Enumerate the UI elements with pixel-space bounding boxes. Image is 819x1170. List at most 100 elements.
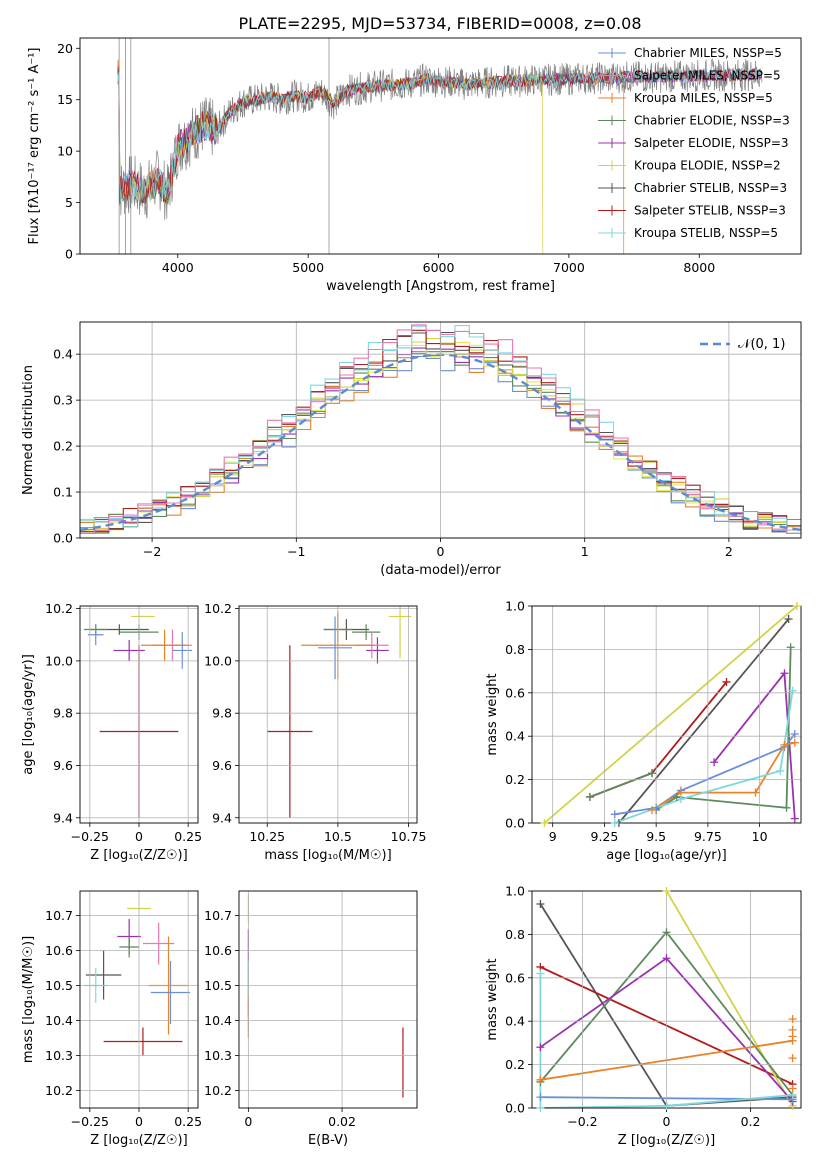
weight-point-marker [790,814,799,823]
y-tick-label: 10.5 [45,978,73,993]
x-axis-label: Z [log₁₀(Z/Z☉)] [618,1133,715,1148]
y-tick-label: 5 [65,195,73,210]
plot-area [117,38,763,254]
y-tick-label: 10 [57,144,73,159]
y-tick-label: 10.7 [45,908,73,923]
weight-point-marker [648,769,657,778]
weight-series-line [539,973,793,1108]
x-tick-label: 10.5 [324,829,352,844]
x-axis-label: mass [log₁₀(M/M☉)] [264,848,391,863]
x-axis-label: age [log₁₀(age/yr)] [606,848,727,863]
x-tick-label: 5000 [292,260,324,275]
plot-area [83,907,191,1056]
x-tick-label: 9 [549,829,557,844]
x-tick-label: 1 [581,544,589,559]
y-tick-label: 10.2 [204,1083,232,1098]
y-tick-label: 10.6 [204,943,232,958]
weight-point-marker [788,1054,797,1063]
legend-label: Chabrier ELODIE, NSSP=3 [634,114,790,128]
x-tick-label: 9.5 [646,829,666,844]
weight-point-marker [788,1084,797,1093]
y-tick-label: 10.3 [204,1048,232,1063]
y-tick-label: 0.6 [505,685,525,700]
panel-mass-vs-EBV: 0 0.02 10.2 10.3 10.4 10.5 10.6 10.7 E(B-V) [204,890,418,1148]
axes-frame [238,605,418,824]
y-tick-label: 0.8 [505,927,525,942]
weight-series-line [618,618,790,823]
weight-point-marker [536,969,545,978]
weight-point-marker [784,615,793,624]
y-tick-label: 0.1 [53,485,73,500]
weight-point-marker [662,887,671,895]
plot-area [247,894,404,1098]
weight-point-marker [540,819,549,827]
y-tick-label: 9.8 [212,706,232,721]
axes-frame [531,605,802,824]
weight-point-marker [780,740,789,749]
weight-series-line [614,690,794,823]
axes-frame [79,890,199,1109]
axes-frame [79,605,199,824]
panel-mass-vs-Z: −0.25 0 0.25 10.2 10.3 10.4 10.5 10.6 10.7 Z [log… [21,890,202,1148]
x-tick-label: −0.25 [71,829,109,844]
weight-point-marker [676,795,685,804]
y-axis-label: Flux [fλ10⁻¹⁷ erg cm⁻² s⁻¹ A⁻¹] [27,48,42,245]
legend-label: Chabrier MILES, NSSP=5 [634,46,782,60]
x-tick-label: 10.75 [391,829,427,844]
weight-point-marker [722,677,731,686]
weight-point-marker [652,803,661,812]
x-axis-label: (data-model)/error [380,563,501,578]
y-tick-label: 0.2 [53,439,73,454]
x-tick-label: 0 [135,1114,143,1129]
legend-label: Salpeter STELIB, NSSP=3 [634,204,786,218]
x-axis-label: wavelength [Angstrom, rest frame] [326,279,555,294]
weight-series-line [655,647,792,811]
model-spectrum-line [117,67,762,204]
x-tick-label: 0 [437,544,445,559]
plot-area [267,606,412,818]
plot-area [543,606,798,823]
y-tick-label: 10.2 [45,601,73,616]
y-tick-label: 9.4 [53,810,73,825]
weight-point-marker [585,792,594,801]
y-tick-label: 0.6 [505,970,525,985]
x-axis-label: Z [log₁₀(Z/Z☉)] [90,848,187,863]
weight-point-marker [662,954,671,963]
y-tick-label: 1.0 [505,599,525,614]
y-tick-label: 9.6 [212,758,232,773]
weight-point-marker [610,810,619,819]
panel-weight-vs-Z: −0.2 0 0.2 0.0 0.2 0.4 0.6 0.8 1.0 Z [log₁₀(Z/Z☉)… [485,884,802,1148]
x-tick-label: 0.2 [741,1114,761,1129]
y-tick-label: 0.0 [505,816,525,831]
y-tick-label: 0.4 [505,1014,525,1029]
y-tick-label: 10.0 [204,653,232,668]
weight-point-marker [662,1101,671,1110]
weight-point-marker [788,686,797,695]
legend-label: Salpeter MILES, NSSP=5 [634,69,781,83]
legend-label: Chabrier STELIB, NSSP=3 [634,181,787,195]
y-tick-label: 10.5 [204,978,232,993]
legend-label: Kroupa ELODIE, NSSP=2 [634,159,781,173]
x-tick-label: 9.75 [694,829,722,844]
axes-frame [79,321,802,539]
axes-frame [79,37,802,255]
x-tick-label: 0.25 [174,829,202,844]
y-tick-label: 9.6 [53,758,73,773]
x-tick-label: −0.2 [567,1114,597,1129]
y-tick-label: 1.0 [505,884,525,899]
x-tick-label: −0.25 [71,1114,109,1129]
weight-point-marker [536,1043,545,1052]
y-tick-label: 10.6 [45,943,73,958]
y-tick-label: 10.3 [45,1048,73,1063]
weight-point-marker [788,1015,797,1024]
y-tick-label: 10.0 [45,653,73,668]
y-tick-label: 0.0 [505,1101,525,1116]
x-tick-label: 0.25 [174,1114,202,1129]
y-tick-label: 9.4 [212,810,232,825]
y-tick-label: 0.3 [53,393,73,408]
legend-label: Kroupa STELIB, NSSP=5 [634,226,778,240]
weight-point-marker [648,805,657,814]
legend-label: Kroupa MILES, NSSP=5 [634,91,773,105]
x-tick-label: 0 [244,1114,252,1129]
